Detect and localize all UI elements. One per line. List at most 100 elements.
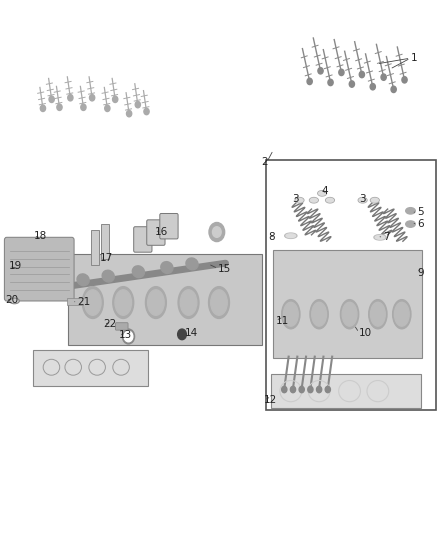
FancyBboxPatch shape <box>271 374 421 408</box>
Text: 10: 10 <box>359 328 372 338</box>
Circle shape <box>308 386 313 393</box>
Circle shape <box>282 386 287 393</box>
Circle shape <box>135 101 141 108</box>
FancyBboxPatch shape <box>67 254 261 345</box>
Circle shape <box>124 331 133 342</box>
Circle shape <box>105 105 110 111</box>
Ellipse shape <box>11 300 18 303</box>
Ellipse shape <box>102 270 114 282</box>
Circle shape <box>212 227 221 237</box>
Ellipse shape <box>325 198 334 203</box>
Text: 20: 20 <box>6 295 19 305</box>
Ellipse shape <box>85 290 101 316</box>
FancyBboxPatch shape <box>33 350 148 386</box>
Circle shape <box>40 105 46 111</box>
FancyBboxPatch shape <box>91 230 99 265</box>
Ellipse shape <box>318 191 326 196</box>
Circle shape <box>122 329 134 344</box>
Text: 3: 3 <box>359 193 366 204</box>
Ellipse shape <box>375 236 385 239</box>
FancyBboxPatch shape <box>160 214 178 239</box>
Circle shape <box>209 222 225 241</box>
Text: 21: 21 <box>78 297 91 307</box>
Circle shape <box>370 84 375 90</box>
Text: 11: 11 <box>276 316 289 326</box>
Circle shape <box>339 69 344 76</box>
Text: 4: 4 <box>321 185 328 196</box>
FancyBboxPatch shape <box>147 220 165 245</box>
Text: 17: 17 <box>100 253 113 263</box>
Ellipse shape <box>282 300 300 329</box>
Ellipse shape <box>208 287 230 318</box>
Ellipse shape <box>342 302 357 326</box>
Text: 13: 13 <box>119 330 132 341</box>
Ellipse shape <box>369 300 387 329</box>
Ellipse shape <box>406 208 415 214</box>
Text: 8: 8 <box>268 232 275 242</box>
Circle shape <box>178 329 186 340</box>
Ellipse shape <box>148 290 164 316</box>
Text: 7: 7 <box>384 232 390 242</box>
Text: 1: 1 <box>410 53 417 63</box>
Ellipse shape <box>132 266 145 278</box>
Circle shape <box>81 104 86 110</box>
Ellipse shape <box>371 302 385 326</box>
Ellipse shape <box>115 290 131 316</box>
Text: 3: 3 <box>292 193 299 204</box>
Ellipse shape <box>180 290 197 316</box>
Text: 12: 12 <box>264 395 278 405</box>
FancyBboxPatch shape <box>272 249 422 358</box>
Circle shape <box>317 386 322 393</box>
Ellipse shape <box>310 198 318 203</box>
FancyBboxPatch shape <box>67 298 95 305</box>
Circle shape <box>89 94 95 101</box>
Ellipse shape <box>283 302 298 326</box>
Ellipse shape <box>186 258 198 270</box>
Ellipse shape <box>10 298 19 304</box>
Circle shape <box>381 74 386 80</box>
Text: 5: 5 <box>417 207 424 217</box>
Circle shape <box>391 86 396 93</box>
Text: 9: 9 <box>417 268 424 278</box>
Ellipse shape <box>161 262 173 273</box>
FancyBboxPatch shape <box>4 237 74 301</box>
Circle shape <box>318 68 323 74</box>
Text: 16: 16 <box>155 227 168 237</box>
Text: 2: 2 <box>261 157 268 167</box>
Ellipse shape <box>77 274 89 286</box>
Circle shape <box>299 386 304 393</box>
Circle shape <box>49 96 54 102</box>
Circle shape <box>127 110 132 117</box>
Ellipse shape <box>312 302 326 326</box>
Circle shape <box>144 108 149 115</box>
Circle shape <box>349 81 354 87</box>
FancyBboxPatch shape <box>116 322 128 330</box>
Ellipse shape <box>374 235 386 240</box>
Ellipse shape <box>319 191 325 195</box>
Ellipse shape <box>178 287 199 318</box>
Circle shape <box>325 386 330 393</box>
Ellipse shape <box>285 233 297 238</box>
Circle shape <box>113 96 118 102</box>
Circle shape <box>359 71 364 78</box>
Circle shape <box>402 77 407 83</box>
Ellipse shape <box>145 287 166 318</box>
Text: 18: 18 <box>34 231 47 241</box>
FancyBboxPatch shape <box>101 224 110 259</box>
Ellipse shape <box>326 198 333 202</box>
Circle shape <box>328 79 333 86</box>
Ellipse shape <box>296 198 303 202</box>
Ellipse shape <box>371 198 379 203</box>
Circle shape <box>290 386 296 393</box>
Text: 22: 22 <box>104 319 117 329</box>
Ellipse shape <box>295 198 304 203</box>
Ellipse shape <box>340 300 359 329</box>
Circle shape <box>68 94 73 101</box>
Ellipse shape <box>371 198 378 202</box>
Text: 6: 6 <box>417 219 424 229</box>
Ellipse shape <box>392 300 411 329</box>
Ellipse shape <box>211 290 227 316</box>
Ellipse shape <box>359 198 366 202</box>
Ellipse shape <box>406 221 415 227</box>
Text: 19: 19 <box>9 261 22 271</box>
